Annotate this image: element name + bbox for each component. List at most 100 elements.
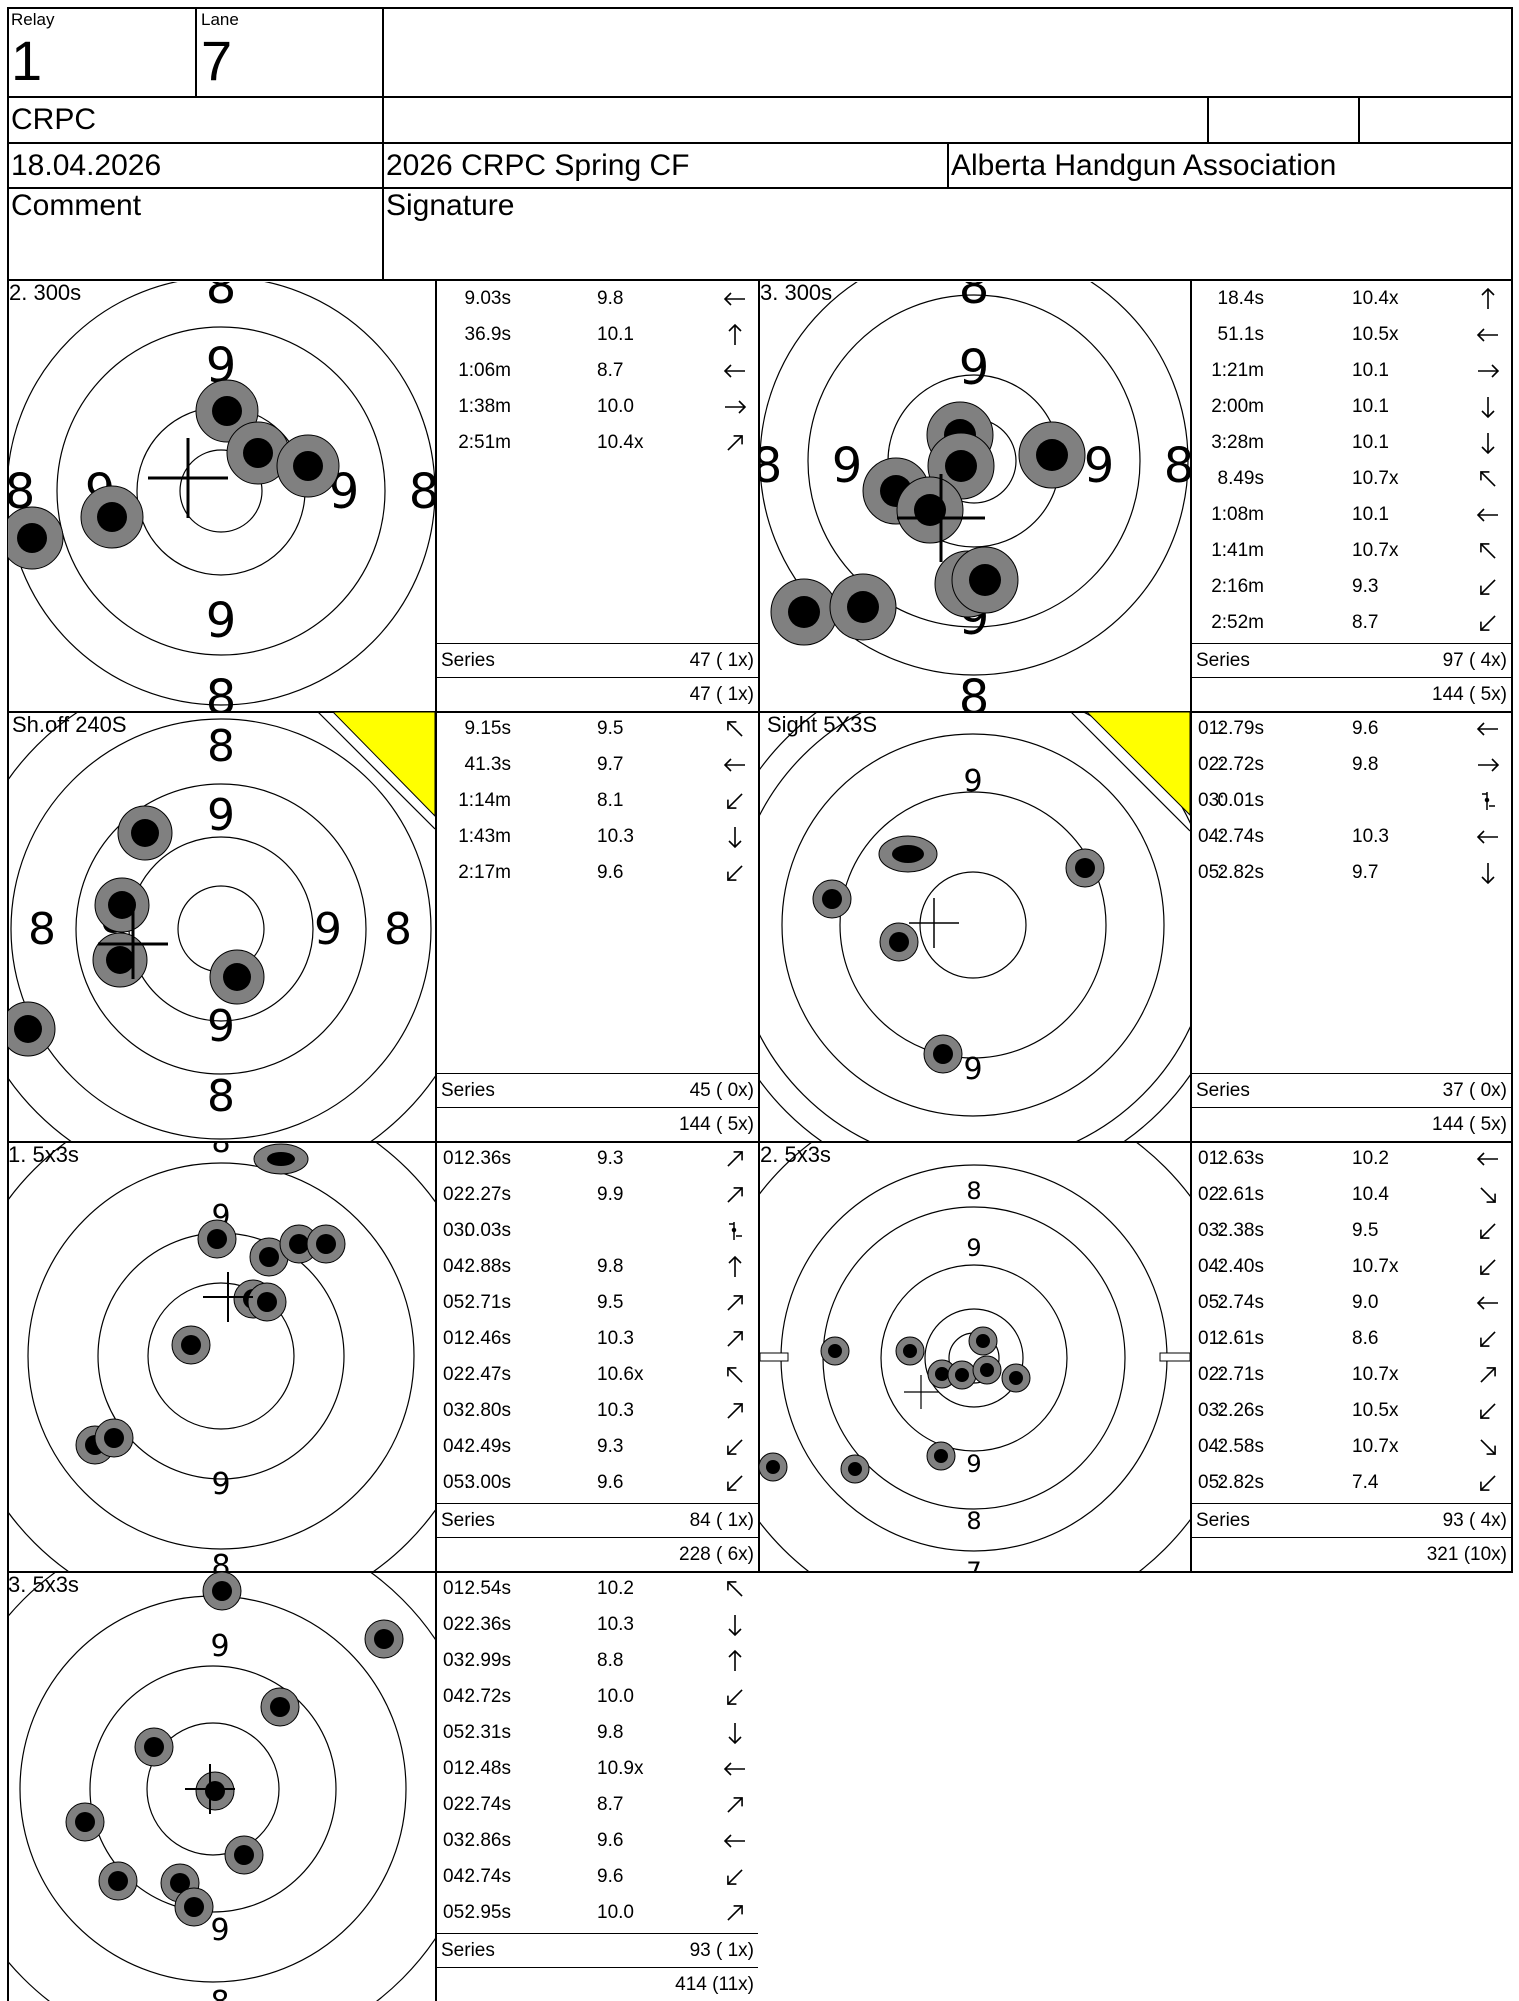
- shot-row: 05: 3.00s 9.6: [437, 1466, 758, 1500]
- ring-label: 9: [210, 1629, 229, 1664]
- series-label: Series: [1196, 650, 1250, 671]
- shot-time: 1:43m: [458, 826, 511, 847]
- ring-label: 8: [409, 464, 435, 520]
- shot-index: 05:: [1198, 862, 1225, 883]
- shot-row: 9.15s 9.5: [437, 712, 758, 746]
- divider: [7, 279, 1513, 281]
- shot-index: 03:: [443, 1830, 470, 1851]
- shot-mark: [829, 573, 897, 641]
- shot-marks: [65, 1572, 404, 1927]
- shot-score: 9.8: [597, 1722, 624, 1743]
- shot-time: 2.49s: [464, 1436, 511, 1457]
- shot-time: 2.99s: [464, 1650, 511, 1671]
- shot-index: 01:: [1198, 718, 1225, 739]
- ring-label: 9: [963, 1052, 982, 1087]
- shot-index: 05:: [443, 1472, 470, 1493]
- shot-time: 2.74s: [464, 1866, 511, 1887]
- shot-score: 10.9x: [597, 1758, 644, 1779]
- series-row: Series 37 ( 0x): [1192, 1073, 1511, 1108]
- shot-index: 04:: [1198, 826, 1225, 847]
- shot-time: 2:17m: [458, 862, 511, 883]
- group-center-cross: [98, 909, 168, 979]
- series-score: 45 ( 0x): [689, 1080, 754, 1101]
- target-diagram: 8 9 9 8 9 8 8 9 Sh.off 240S: [8, 712, 435, 1141]
- target-title: 2. 300s: [9, 282, 81, 305]
- shot-index: 02:: [443, 1364, 470, 1385]
- series-label: Series: [441, 1510, 495, 1531]
- shot-index: 04:: [443, 1436, 470, 1457]
- shot-score: 10.7x: [1352, 1436, 1399, 1457]
- shot-mark: [94, 1418, 134, 1458]
- shot-marks: [812, 835, 1105, 1074]
- series-label: Series: [441, 1080, 495, 1101]
- shot-time: 1:08m: [1211, 504, 1264, 525]
- signature-label: Signature: [386, 189, 515, 222]
- shot-row: 1:43m 10.3: [437, 820, 758, 854]
- shot-mark: [896, 476, 964, 544]
- shot-mark: [364, 1619, 404, 1659]
- ring-label: 9: [207, 790, 235, 841]
- direction-arrow-icon: [1476, 1152, 1498, 1166]
- direction-arrow-icon: [727, 1331, 743, 1347]
- group-center-cross: [185, 1764, 235, 1814]
- direction-arrow-icon: [728, 827, 742, 849]
- shot-score: 8.8: [597, 1650, 624, 1671]
- direction-arrow-icon: [1476, 722, 1498, 736]
- shot-mark: [276, 434, 340, 498]
- series-score: 84 ( 1x): [689, 1510, 754, 1531]
- shot-row: 03: 2.80s 10.3: [437, 1394, 758, 1428]
- shot-time: 2.38s: [1217, 1220, 1264, 1241]
- ring-label: 9: [966, 1234, 981, 1262]
- shot-index: 04:: [443, 1256, 470, 1277]
- direction-arrow-icon: [1476, 508, 1498, 522]
- target-title: 2. 5x3s: [760, 1142, 831, 1167]
- ring-label: 8: [966, 1507, 981, 1535]
- shot-row: 05: 2.71s 9.5: [437, 1286, 758, 1320]
- shot-score: 10.1: [1352, 396, 1389, 417]
- shot-index: 02:: [443, 1794, 470, 1815]
- direction-arrow-icon: [1480, 1331, 1496, 1347]
- shot-time: 1:41m: [1211, 540, 1264, 561]
- lane-label: Lane: [201, 10, 239, 29]
- ring-label: 9: [966, 1450, 981, 1478]
- shot-score: 10.2: [1352, 1148, 1389, 1169]
- shot-row: 1:21m 10.1: [1192, 354, 1511, 388]
- divider: [382, 7, 384, 281]
- target-diagram: 9 9 Sight 5X3S: [759, 712, 1190, 1141]
- running-total: 47 ( 1x): [689, 684, 754, 705]
- ring-label: 9: [206, 593, 237, 649]
- series-row: Series 84 ( 1x): [437, 1503, 758, 1538]
- ring-label: 8: [1164, 438, 1190, 494]
- target-title: 3. 5x3s: [8, 1572, 79, 1597]
- shot-mark: [8, 506, 64, 570]
- series-row: Series 45 ( 0x): [437, 1073, 758, 1108]
- shot-time: 18.4s: [1217, 288, 1264, 309]
- shot-row: 03: 2.26s 10.5x: [1192, 1394, 1511, 1428]
- direction-arrow-icon: [727, 1905, 743, 1921]
- shot-time: 2.36s: [464, 1614, 511, 1635]
- shot-score: 9.8: [597, 288, 624, 309]
- shot-score: 8.7: [1352, 612, 1379, 633]
- shot-time: 2.26s: [1217, 1400, 1264, 1421]
- shot-mark: [951, 546, 1019, 614]
- ring-label: 8: [759, 438, 782, 494]
- direction-arrow-icon: [1480, 1259, 1496, 1275]
- shot-score: 7.4: [1352, 1472, 1379, 1493]
- shot-row: 04: 2.40s 10.7x: [1192, 1250, 1511, 1284]
- target-diagram: 8 9 9 8 9 8 8 9 3. 300s: [759, 282, 1190, 711]
- shot-index: 01:: [443, 1148, 470, 1169]
- shot-index: 03:: [443, 1650, 470, 1671]
- shot-index: 03:: [443, 1400, 470, 1421]
- shot-index: 05:: [443, 1902, 470, 1923]
- ring-label: 8: [210, 1985, 229, 2001]
- divider: [7, 1141, 1513, 1143]
- shot-mark: [226, 421, 290, 485]
- divider: [435, 281, 437, 2001]
- direction-arrow-icon: [723, 758, 745, 772]
- shot-time: 2.54s: [464, 1578, 511, 1599]
- divider: [758, 281, 760, 1571]
- shot-mark: [895, 1336, 925, 1366]
- direction-arrow-icon: [1480, 1475, 1496, 1491]
- shot-score: 10.7x: [1352, 468, 1399, 489]
- target-title: Sh.off 240S: [12, 712, 127, 737]
